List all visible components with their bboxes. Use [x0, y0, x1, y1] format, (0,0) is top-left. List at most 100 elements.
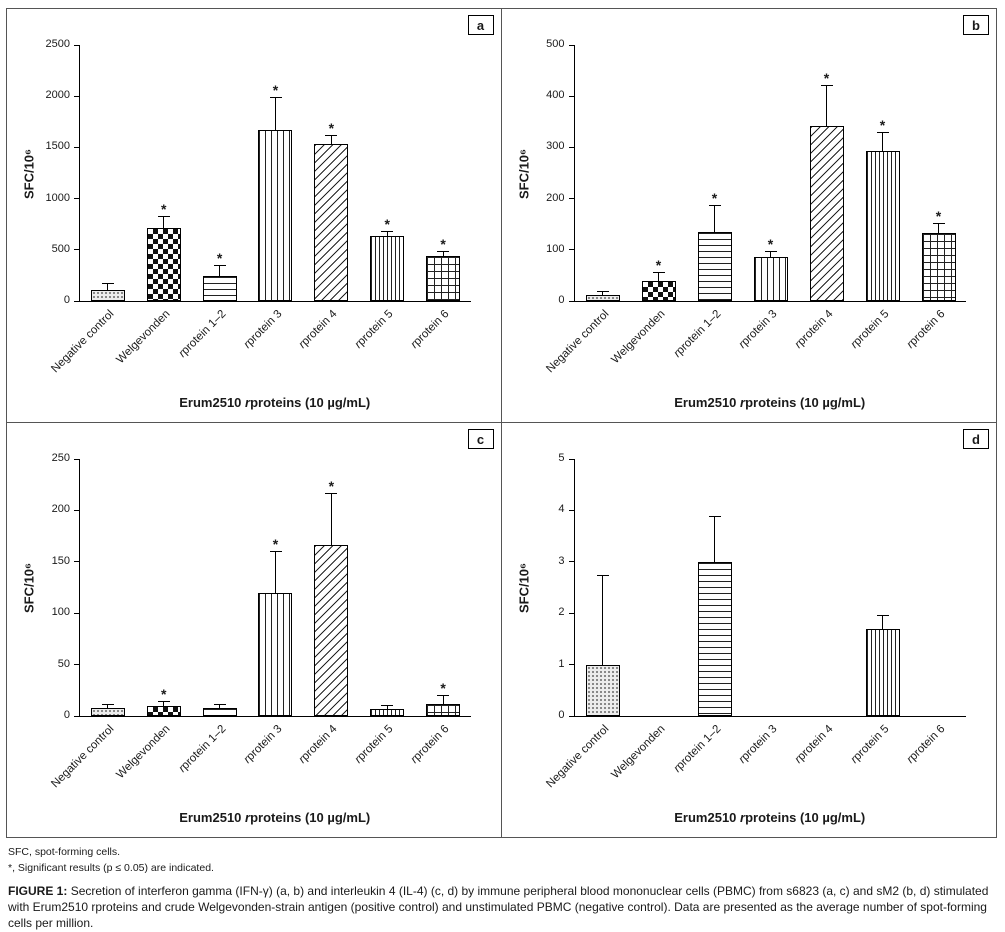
plot-area: 0 100 200 300 400 500 Negative control * Welgevo…: [544, 38, 966, 375]
y-axis-tick: [568, 300, 575, 302]
x-axis-label-italic: r: [245, 395, 251, 410]
bar: [585, 295, 620, 301]
error-bar: [938, 224, 939, 233]
significance-asterisk: *: [823, 70, 830, 86]
bar: [147, 228, 181, 301]
bar: [426, 256, 460, 301]
bar: [865, 629, 900, 716]
y-axis-tick: [74, 664, 80, 666]
error-bar: [330, 494, 332, 545]
error-bar-cap: [437, 251, 450, 252]
chart-panel-a: a SFC/10⁶ 0 500 1000 1500 2000 2500 Negative c…: [7, 9, 502, 423]
significance-asterisk: *: [935, 208, 942, 224]
error-bar: [107, 284, 109, 290]
error-bar-cap: [213, 265, 226, 266]
chart-panel-b: b SFC/10⁶ 0 100 200 300 400 500 Negative contr…: [501, 9, 996, 423]
y-tick-label: 250: [51, 452, 70, 464]
bar: [370, 709, 404, 716]
bar: [753, 257, 788, 301]
x-axis-label-italic: r: [245, 810, 251, 825]
y-axis-tick: [74, 561, 80, 563]
y-tick-label: 0: [63, 294, 70, 306]
y-tick-label: 300: [546, 140, 565, 153]
error-bar-cap: [820, 85, 833, 86]
x-axis-label: Erum2510 rproteins (10 µg/mL): [79, 395, 471, 410]
error-bar: [882, 616, 883, 629]
y-tick-label: 0: [558, 294, 565, 306]
error-bar: [442, 696, 444, 704]
bar: [426, 704, 460, 716]
x-axis-label: Erum2510 rproteins (10 µg/mL): [79, 810, 471, 825]
bar: [697, 562, 732, 716]
bar: [91, 290, 125, 301]
error-bar-cap: [325, 493, 338, 494]
error-bar: [275, 98, 276, 130]
error-bar: [714, 517, 715, 562]
x-axis-label-text: proteins (10 µg/mL): [250, 810, 371, 825]
y-tick-label: 200: [546, 191, 565, 204]
significance-asterisk: *: [655, 257, 662, 273]
panel-letter: a: [467, 15, 494, 35]
error-bar: [882, 133, 883, 151]
x-axis-label-italic: r: [740, 810, 746, 825]
bar: [641, 281, 676, 301]
significance-asterisk: *: [440, 236, 446, 252]
x-axis-label-text: proteins (10 µg/mL): [745, 395, 866, 410]
bar: [921, 233, 956, 301]
y-axis-tick: [74, 249, 80, 251]
error-bar-cap: [596, 575, 609, 576]
error-bar: [442, 252, 444, 256]
y-axis-tick: [568, 458, 575, 460]
plot-area: 0 1 2 3 4 5 Negative control Welgevonden rprotei…: [544, 452, 966, 790]
y-axis-tick: [74, 612, 80, 614]
error-bar-cap: [381, 231, 394, 232]
error-bar-cap: [325, 135, 338, 136]
y-axis-tick: [74, 198, 80, 200]
bar: [865, 151, 900, 301]
y-axis-tick: [568, 664, 575, 666]
figure-caption-label: FIGURE 1:: [8, 883, 68, 898]
significance-asterisk: *: [328, 120, 335, 136]
significance-asterisk: *: [328, 478, 335, 494]
bar: [370, 236, 404, 301]
error-bar: [219, 266, 221, 276]
y-tick-label: 400: [546, 89, 565, 102]
y-tick-label: 100: [51, 606, 70, 619]
y-axis-tick: [568, 561, 575, 563]
x-axis-label-italic: r: [740, 395, 746, 410]
figure-caption-text: Secretion of interferon gamma (IFN-γ) (a…: [8, 883, 989, 930]
bar: [203, 708, 237, 716]
y-tick-label: 100: [546, 242, 565, 255]
bar: [147, 706, 181, 716]
y-tick-label: 2500: [45, 38, 70, 50]
x-axis-label-text: Erum2510: [179, 395, 246, 410]
panel-letter: c: [467, 429, 494, 449]
y-axis-tick: [74, 458, 80, 460]
footnote-abbreviation: SFC, spot-forming cells.: [8, 846, 121, 858]
panel-letter: d: [963, 429, 989, 449]
x-axis-label-text: Erum2510: [179, 810, 246, 825]
x-axis-label-text: proteins (10 µg/mL): [250, 395, 371, 410]
error-bar-cap: [652, 272, 665, 273]
y-tick-label: 1000: [45, 191, 70, 204]
error-bar-cap: [876, 615, 889, 616]
bar: [91, 708, 125, 716]
y-tick-label: 0: [63, 709, 70, 721]
y-tick-label: 2000: [45, 89, 70, 102]
footnote-significance: *, Significant results (p ≤ 0.05) are in…: [8, 862, 214, 875]
y-tick-label: 1: [558, 657, 565, 670]
y-axis-tick: [568, 715, 575, 717]
y-axis-tick: [74, 95, 80, 97]
bar: [203, 276, 237, 301]
plot-area: 0 50 100 150 200 250 Negative control * Welgevon…: [49, 452, 471, 790]
chart-panel-c: c SFC/10⁶ 0 50 100 150 200 250 Negative contro…: [7, 423, 502, 837]
error-bar-cap: [932, 223, 945, 224]
y-axis-tick: [74, 300, 80, 302]
y-axis-tick: [74, 509, 80, 511]
error-bar: [826, 86, 827, 126]
significance-asterisk: *: [216, 250, 223, 266]
figure-caption: FIGURE 1: Secretion of interferon gamma …: [8, 883, 997, 932]
y-tick-label: 150: [51, 554, 70, 567]
bar: [314, 545, 348, 716]
